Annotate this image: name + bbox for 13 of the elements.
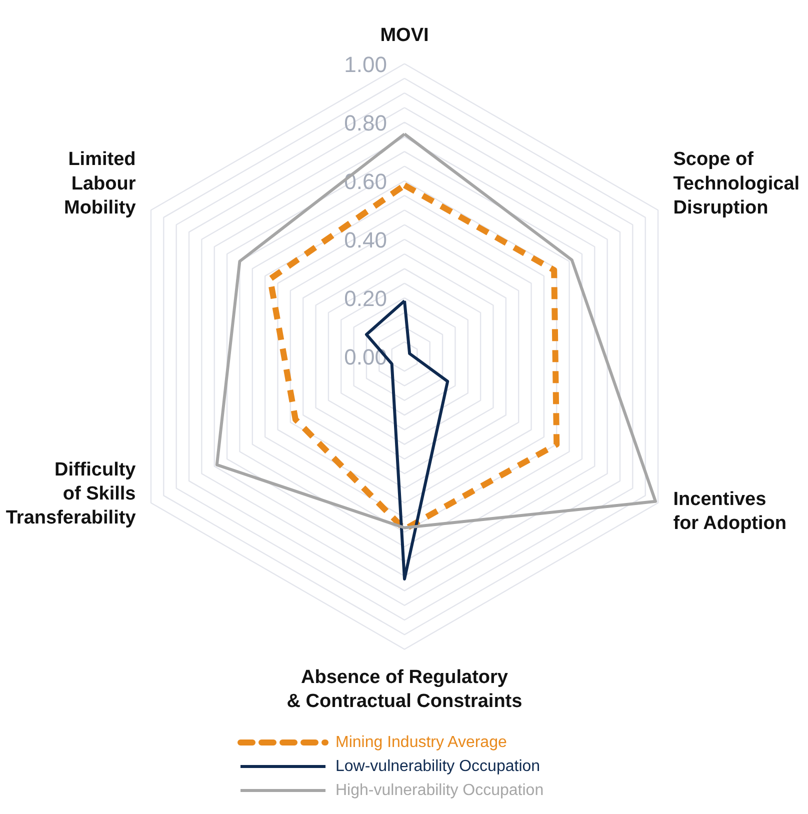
text: Mining Industry Average bbox=[336, 734, 507, 751]
spoke-label: Absence of Regulatory & Contractual Constraints bbox=[286, 666, 522, 712]
spoke-label: Limited Labour Mobility bbox=[64, 149, 136, 218]
spoke-label: Incentives for Adoption bbox=[673, 489, 787, 534]
text: Low-vulnerability Occupation bbox=[336, 758, 540, 775]
y-tick-label: 0.20 bbox=[344, 286, 387, 311]
y-tick-label: 0.40 bbox=[344, 227, 387, 252]
y-tick-label: 1.00 bbox=[344, 52, 387, 77]
spoke-label: Scope of Technological Disruption bbox=[673, 149, 800, 218]
text: High-vulnerability Occupation bbox=[336, 782, 544, 799]
spoke-label: MOVI bbox=[380, 25, 429, 46]
spoke-label: Difficulty of Skills Transferability bbox=[6, 459, 136, 529]
y-tick-label: 0.80 bbox=[344, 110, 387, 136]
